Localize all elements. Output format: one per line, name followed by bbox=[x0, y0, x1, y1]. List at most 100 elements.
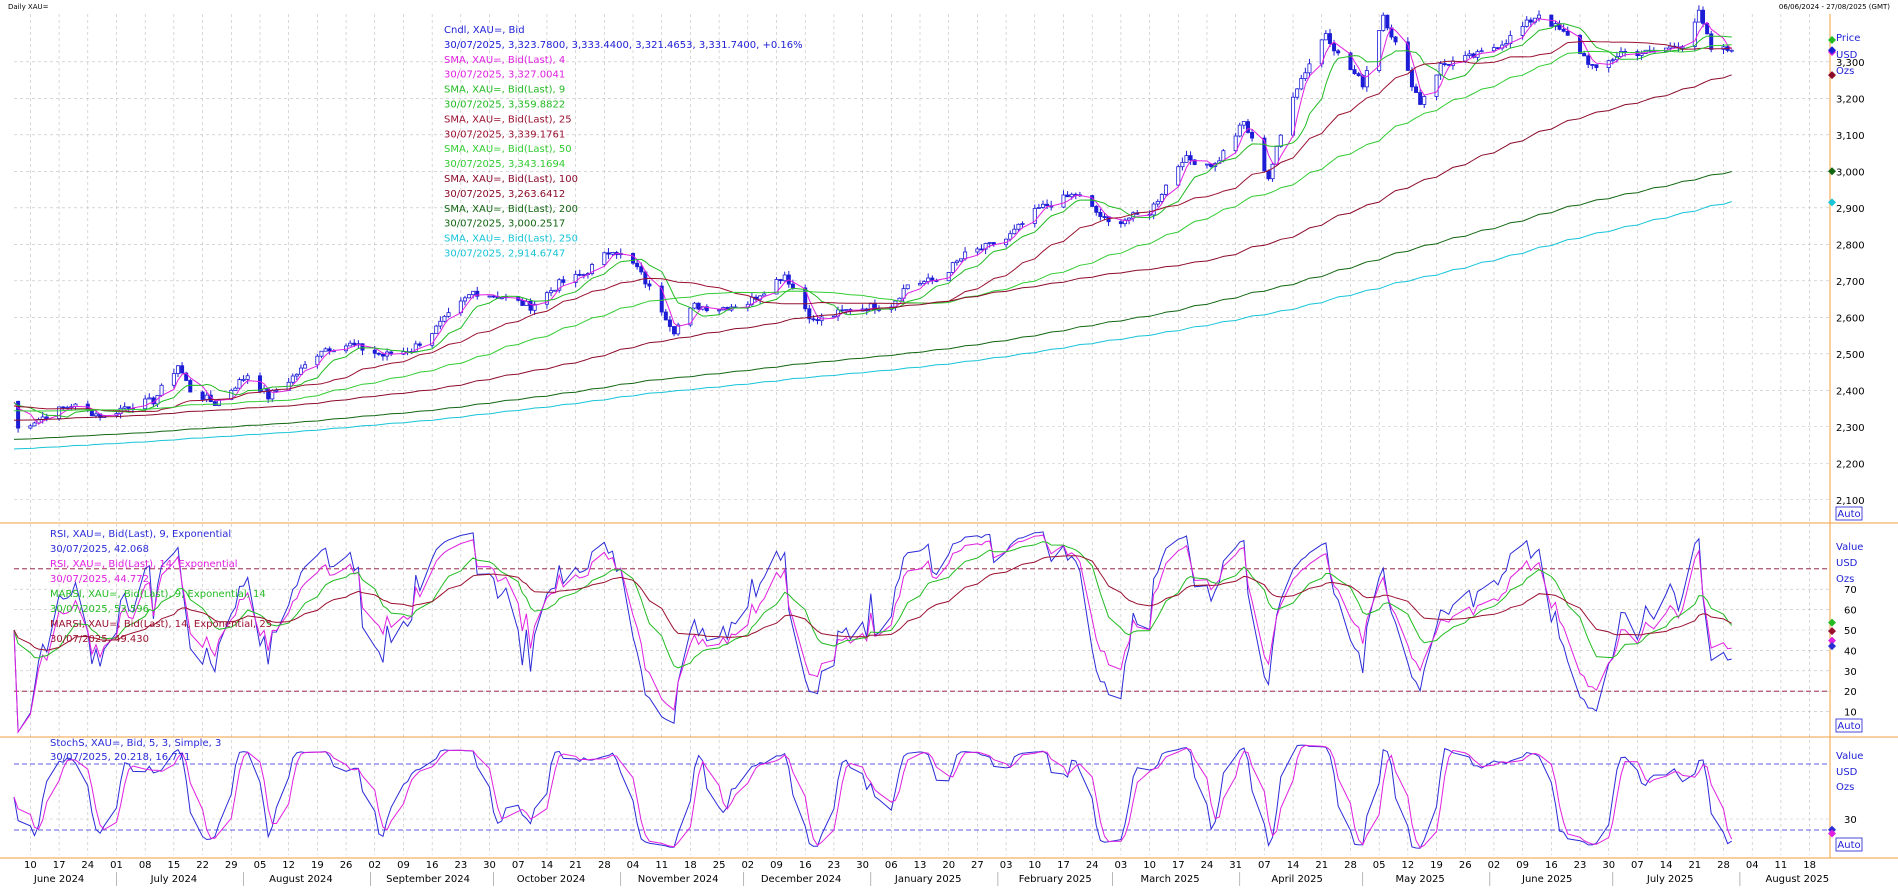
month-label: August 2025 bbox=[1765, 874, 1829, 885]
candle-body bbox=[233, 387, 238, 391]
candle-body bbox=[1012, 228, 1017, 235]
x-tick-label: 14 bbox=[1660, 860, 1673, 871]
candle-body bbox=[704, 306, 709, 312]
candle-body bbox=[1467, 53, 1472, 56]
rsi-tick-label: 40 bbox=[1844, 646, 1857, 657]
month-label: August 2024 bbox=[269, 874, 333, 885]
candle-body bbox=[1303, 72, 1308, 80]
candle-body bbox=[1241, 121, 1246, 126]
candle-body bbox=[778, 279, 783, 282]
candle-body bbox=[1578, 34, 1583, 54]
x-tick-label: 17 bbox=[1172, 860, 1185, 871]
candle-body bbox=[577, 273, 582, 276]
candle-body bbox=[1204, 163, 1209, 166]
stoch-panel[interactable]: StochS, XAU=, Bid, 5, 3, Simple, 3 30/07/… bbox=[13, 738, 1863, 852]
legend-line: 30/07/2025, 20.218, 16.771 bbox=[50, 752, 190, 763]
candle-body bbox=[204, 394, 209, 400]
x-tick-label: 10 bbox=[1028, 860, 1041, 871]
candle-body bbox=[143, 398, 148, 410]
rsi-tick-label: 60 bbox=[1844, 606, 1857, 617]
candle-body bbox=[1586, 55, 1591, 65]
candle-body bbox=[1590, 64, 1595, 66]
stoch-axis: 30 bbox=[1828, 815, 1857, 838]
candle-body bbox=[413, 343, 418, 352]
x-tick-label: 03 bbox=[1000, 860, 1013, 871]
x-tick-label: 24 bbox=[1201, 860, 1214, 871]
x-tick-label: 28 bbox=[598, 860, 611, 871]
candle-body bbox=[417, 343, 422, 346]
candle-body bbox=[1327, 33, 1332, 44]
x-tick-label: 04 bbox=[627, 860, 640, 871]
legend-line: 30/07/2025, 3,327.0041 bbox=[444, 70, 565, 81]
x-tick-label: 04 bbox=[1746, 860, 1759, 871]
price-tick-label: 2,800 bbox=[1836, 240, 1865, 251]
legend-line: 30/07/2025, 42.068 bbox=[50, 544, 149, 555]
candle-body bbox=[1356, 73, 1361, 77]
price-panel[interactable]: Cndl, XAU=, Bid 30/07/2025, 3,323.7800, 3… bbox=[13, 5, 1865, 521]
sma-200-line bbox=[13, 171, 1732, 440]
candle-body bbox=[1364, 70, 1369, 88]
legend-line: 30/07/2025, 3,339.1761 bbox=[444, 129, 565, 140]
price-tick-label: 2,100 bbox=[1836, 496, 1865, 507]
candle-body bbox=[1192, 159, 1197, 165]
candle-body bbox=[639, 266, 644, 273]
price-axis-title-3: Ozs bbox=[1836, 66, 1854, 77]
x-tick-label: 11 bbox=[655, 860, 668, 871]
x-tick-label: 17 bbox=[1057, 860, 1070, 871]
legend-line: SMA, XAU=, Bid(Last), 100 bbox=[444, 174, 578, 185]
candle-body bbox=[1520, 26, 1525, 36]
candle-body bbox=[471, 290, 476, 296]
candle-body bbox=[446, 312, 451, 317]
candle-body bbox=[1434, 74, 1439, 97]
rsi-axis: 10 20 30 40 50 60 70 bbox=[1828, 585, 1857, 719]
candle-body bbox=[573, 273, 578, 283]
candle-body bbox=[1442, 63, 1447, 65]
candle-body bbox=[1491, 47, 1496, 52]
candle-body bbox=[1270, 163, 1275, 180]
candle-body bbox=[610, 252, 615, 255]
price-auto-button[interactable] bbox=[1835, 506, 1863, 521]
candle-body bbox=[180, 365, 185, 374]
candle-body bbox=[1594, 64, 1599, 68]
candle-body bbox=[319, 350, 324, 357]
candle-body bbox=[1422, 96, 1427, 105]
candle-body bbox=[983, 243, 988, 250]
candle-body bbox=[462, 297, 467, 302]
candle-body bbox=[561, 279, 566, 283]
candle-body bbox=[553, 289, 558, 292]
x-tick-label: 18 bbox=[1803, 860, 1816, 871]
candle-body bbox=[1463, 55, 1468, 62]
candle-body bbox=[1266, 170, 1271, 180]
x-tick-label: 31 bbox=[1229, 860, 1242, 871]
candle-body bbox=[1479, 50, 1484, 53]
stoch-auto-button[interactable] bbox=[1835, 837, 1863, 852]
x-tick-label: 24 bbox=[1086, 860, 1099, 871]
rsi-auto-label: Auto bbox=[1837, 721, 1860, 732]
rsi-tick-label: 30 bbox=[1844, 667, 1857, 678]
price-tick-label: 2,500 bbox=[1836, 350, 1865, 361]
candle-body bbox=[257, 375, 262, 392]
month-label: November 2024 bbox=[638, 874, 719, 885]
x-tick-label: 26 bbox=[340, 860, 353, 871]
x-tick-label: 05 bbox=[1373, 860, 1386, 871]
candle-body bbox=[528, 300, 533, 311]
price-tick-label: 2,400 bbox=[1836, 386, 1865, 397]
candle-body bbox=[57, 406, 62, 419]
candle-body bbox=[323, 348, 328, 352]
rsi-auto-button[interactable] bbox=[1835, 718, 1863, 733]
price-tick-label: 3,000 bbox=[1836, 167, 1865, 178]
candle-body bbox=[918, 283, 923, 286]
candle-body bbox=[717, 309, 722, 312]
rsi-panel[interactable]: RSI, XAU=, Bid(Last), 9, Exponential 30/0… bbox=[13, 529, 1863, 734]
x-tick-label: 22 bbox=[196, 860, 209, 871]
candle-body bbox=[1245, 121, 1250, 133]
candle-body bbox=[1008, 233, 1013, 240]
x-tick-label: 05 bbox=[254, 860, 267, 871]
stoch-axis-title-2: USD bbox=[1836, 767, 1858, 778]
candle-body bbox=[303, 364, 308, 369]
candle-body bbox=[926, 277, 931, 283]
rsi-tick-label: 50 bbox=[1844, 626, 1857, 637]
candle-body bbox=[635, 262, 640, 268]
